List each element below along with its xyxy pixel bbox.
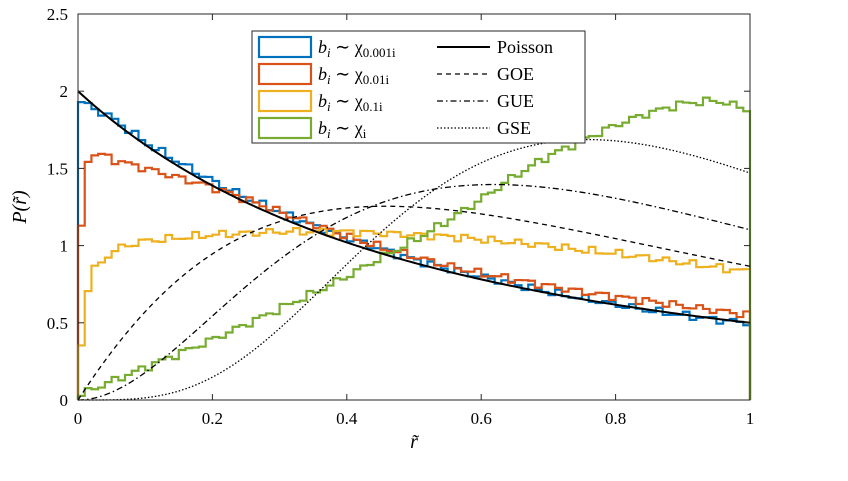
y-axis-label: P(r̃): [9, 190, 31, 225]
legend-swatch: [257, 89, 313, 113]
curve-gue: [77, 183, 751, 401]
y-tick-label: 1.5: [47, 159, 68, 178]
histogram-3: [76, 227, 752, 400]
theory-curve-layer: [77, 90, 751, 401]
legend: bi ∼ χ0.001i bi ∼ χ0.01i bi ∼ χ0.1i bi ∼ χi…: [251, 30, 586, 144]
histogram-4: [76, 96, 752, 400]
tick-layer: 0 0.2 0.4 0.6 0.8 1 0 0.5 1 1.5 2 2.5: [47, 5, 755, 428]
x-tick-label: 0.8: [605, 409, 626, 428]
y-tick-label: 0: [60, 391, 69, 410]
y-tick-label: 2: [60, 82, 69, 101]
x-tick-label: 1: [746, 409, 755, 428]
x-tick-label: 0.4: [336, 409, 358, 428]
legend-swatch: [257, 62, 313, 86]
histogram-2: [76, 152, 752, 400]
legend-label-poisson: Poisson: [497, 37, 553, 57]
y-tick-label: 1: [60, 237, 69, 256]
y-tick-label: 2.5: [47, 5, 68, 24]
legend-label-gue: GUE: [497, 91, 534, 111]
legend-label-gse: GSE: [497, 118, 531, 138]
x-axis-label: r̃: [410, 431, 419, 453]
curve-goe: [77, 205, 751, 401]
curve-gse: [78, 138, 751, 401]
legend-swatch: [257, 35, 313, 59]
legend-swatch: [257, 116, 313, 140]
legend-label: bi ∼ χ0.01i: [318, 64, 389, 87]
legend-box: [251, 30, 586, 144]
x-tick-label: 0: [74, 409, 83, 428]
legend-label: bi ∼ χ0.1i: [318, 91, 383, 114]
plot-frame: [77, 13, 751, 401]
y-tick-label: 0.5: [47, 314, 68, 333]
legend-label: bi ∼ χ0.001i: [318, 37, 396, 60]
curve-poisson: [77, 90, 751, 324]
legend-label: bi ∼ χi: [318, 118, 367, 141]
x-tick-label: 0.2: [202, 409, 223, 428]
legend-label-goe: GOE: [497, 64, 534, 84]
x-tick-label: 0.6: [471, 409, 492, 428]
